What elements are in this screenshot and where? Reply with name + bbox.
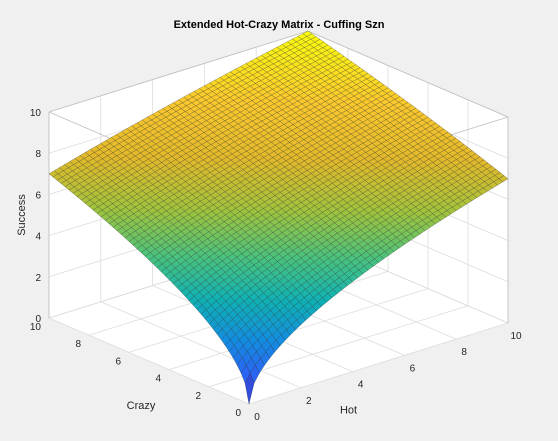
grid-line-y <box>168 288 429 370</box>
z-axis-label: Success <box>16 194 28 236</box>
z-tick-label: 8 <box>35 149 41 160</box>
y-tick-label: 8 <box>75 339 81 350</box>
x-tick-label: 0 <box>254 412 260 423</box>
box-edge <box>307 30 509 118</box>
z-tick-label: 2 <box>35 273 41 284</box>
grid-line-x <box>48 317 250 405</box>
y-tick-label: 6 <box>115 356 121 367</box>
grid-line-x <box>100 301 301 389</box>
box-edge <box>48 30 309 113</box>
z-tick-label: 10 <box>30 108 42 119</box>
grid-line-y <box>248 322 509 405</box>
z-tick-label: 4 <box>35 232 41 243</box>
surface-patch <box>244 372 255 405</box>
x-axis-label: Hot <box>340 405 357 417</box>
y-tick-label: 0 <box>235 408 241 419</box>
x-tick-label: 2 <box>306 396 312 407</box>
x-tick-label: 6 <box>410 363 416 374</box>
y-tick-label: 2 <box>195 391 201 402</box>
z-tick-label: 0 <box>35 314 41 325</box>
y-tick-label: 10 <box>30 322 42 333</box>
z-tick-label: 6 <box>35 190 41 201</box>
y-tick-label: 4 <box>155 374 161 385</box>
x-tick-label: 8 <box>461 347 467 358</box>
y-axis-label: Crazy <box>127 400 156 412</box>
x-tick-label: 4 <box>358 380 364 391</box>
x-tick-label: 10 <box>510 331 522 342</box>
surface-mesh <box>48 30 509 405</box>
chart-title: Extended Hot-Crazy Matrix - Cuffing Szn <box>174 19 385 31</box>
